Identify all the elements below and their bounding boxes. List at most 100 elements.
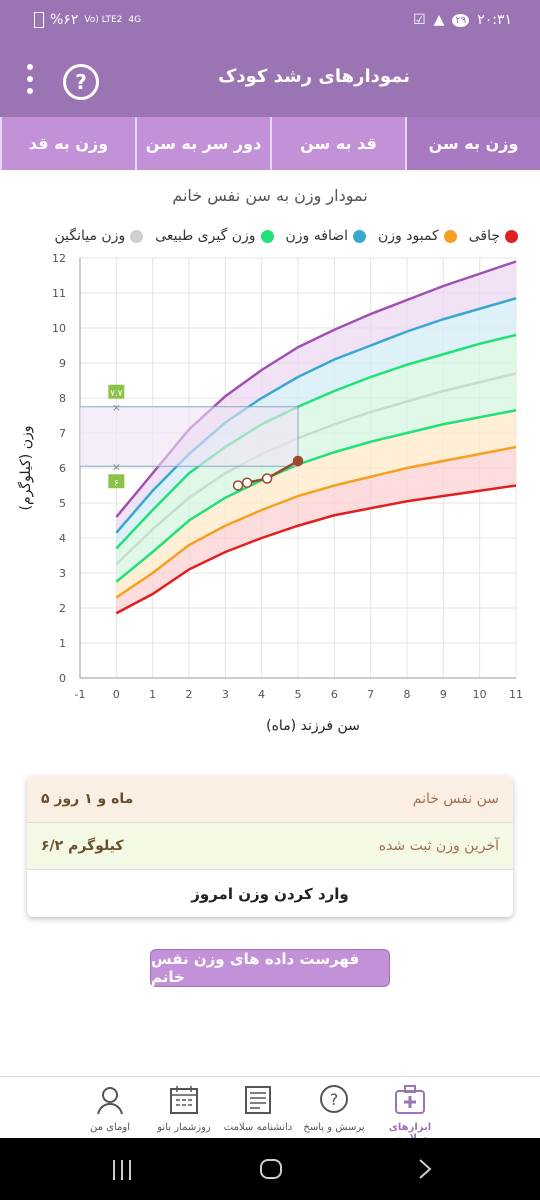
svg-text:?: ? xyxy=(330,1090,339,1109)
weight-list-button[interactable]: فهرست داده های وزن نفس خانم xyxy=(150,949,390,987)
legend-item-average: وزن میانگین xyxy=(54,228,144,244)
age-value: ۵ ماه و ۱ روز xyxy=(41,791,134,807)
weight-label: آخرین وزن ثبت شده xyxy=(378,838,499,854)
child-weight-point xyxy=(261,473,273,484)
child-info-card: سن نفس خانم ۵ ماه و ۱ روز آخرین وزن ثبت … xyxy=(27,776,513,917)
recent-apps-icon[interactable] xyxy=(110,1158,134,1182)
age-label: سن نفس خانم xyxy=(412,791,499,807)
nav-calendar[interactable]: روزشمار بانو xyxy=(144,1083,224,1133)
x-tick-label: 4 xyxy=(258,688,265,701)
home-icon[interactable] xyxy=(258,1156,284,1182)
battery-icon xyxy=(34,12,44,28)
marker-badge xyxy=(108,474,125,489)
nav-label: دانشنامه سلامت xyxy=(223,1122,293,1133)
enter-weight-button[interactable]: وارد کردن وزن امروز xyxy=(191,884,349,903)
bottom-nav: ابزارهای سلامت ? پرسش و پاسخ دانشنامه سل… xyxy=(0,1076,540,1144)
marker-badge xyxy=(108,384,125,399)
weight-value: ۶/۲ کیلوگرم xyxy=(41,838,124,854)
tab-height-age[interactable]: قد به سن xyxy=(270,117,405,170)
x-tick-label: 6 xyxy=(331,688,338,701)
y-tick-label: 4 xyxy=(59,532,66,545)
nav-profile[interactable]: اومای من xyxy=(70,1083,150,1133)
nav-qa[interactable]: ? پرسش و پاسخ xyxy=(294,1083,374,1133)
encyclopedia-icon xyxy=(245,1086,271,1114)
chart-title: نمودار وزن به سن نفس خانم xyxy=(172,186,368,205)
nav-label: روزشمار بانو xyxy=(157,1122,211,1133)
nav-label: اومای من xyxy=(90,1122,130,1133)
app-bar: ? نمودارهای رشد کودک xyxy=(0,44,540,117)
x-tick-label: 9 xyxy=(440,688,447,701)
band-fill xyxy=(116,335,516,565)
status-right: ☑ ▲ ۲۹ ۲۰:۳۱ xyxy=(413,12,512,28)
tab-head-age[interactable]: دور سر به سن xyxy=(135,117,270,170)
tab-weight-height[interactable]: وزن به قد xyxy=(0,117,135,170)
band-fill xyxy=(116,410,516,598)
range-highlight xyxy=(80,406,298,467)
y-tick-label: 10 xyxy=(52,322,66,335)
overflow-menu-icon[interactable] xyxy=(27,64,35,100)
clock: ۲۰:۳۱ xyxy=(477,12,512,28)
x-axis-label: سن فرزند (ماه) xyxy=(266,718,360,734)
page-title: نمودارهای رشد کودک xyxy=(217,66,410,87)
status-bar: %۶۲ Vo) LTE2 4G ☑ ▲ ۲۹ ۲۰:۳۱ xyxy=(0,0,540,44)
help-icon[interactable]: ? xyxy=(63,64,99,100)
tab-bar: وزن به سن قد به سن دور سر به سن وزن به ق… xyxy=(0,117,540,170)
question-bubble-icon: ? xyxy=(320,1085,348,1113)
check-icon: ☑ xyxy=(413,12,426,28)
y-tick-label: 1 xyxy=(59,637,66,650)
marker-badge-label: ۶ xyxy=(114,478,119,488)
series-line xyxy=(115,333,517,550)
profile-icon xyxy=(97,1087,123,1115)
x-tick-label: 7 xyxy=(367,688,374,701)
x-tick-label: 5 xyxy=(295,688,302,701)
y-tick-label: 6 xyxy=(59,462,66,475)
y-tick-label: 9 xyxy=(59,357,66,370)
child-weight-point xyxy=(232,480,244,491)
back-icon[interactable] xyxy=(412,1156,438,1182)
legend-item-normal: وزن گیری طبیعی xyxy=(155,228,274,244)
y-tick-label: 5 xyxy=(59,497,66,510)
y-tick-label: 8 xyxy=(59,392,66,405)
calendar-icon xyxy=(170,1086,198,1114)
y-tick-label: 7 xyxy=(59,427,66,440)
battery-level: %۶۲ xyxy=(50,12,79,28)
system-nav-bar xyxy=(0,1138,540,1200)
band-fill xyxy=(116,298,516,549)
series-line xyxy=(115,445,517,599)
y-tick-label: 0 xyxy=(59,672,66,685)
y-tick-label: 11 xyxy=(52,287,66,300)
network-label: Vo) LTE2 xyxy=(84,15,123,25)
notif-count: ۲۹ xyxy=(452,13,470,27)
nav-health-tools[interactable]: ابزارهای سلامت xyxy=(370,1083,450,1144)
warning-icon: ▲ xyxy=(433,12,445,28)
series-line xyxy=(115,484,517,615)
x-tick-label: 10 xyxy=(473,688,487,701)
legend-item-underweight: کمبود وزن xyxy=(378,228,457,244)
y-tick-label: 12 xyxy=(52,252,66,265)
medical-kit-icon xyxy=(395,1085,425,1114)
x-tick-label: 3 xyxy=(222,688,229,701)
series-line xyxy=(115,372,517,566)
x-tick-label: 1 xyxy=(149,688,156,701)
x-tick-label: -1 xyxy=(75,688,86,701)
child-weight-point xyxy=(292,455,304,467)
nav-encyclopedia[interactable]: دانشنامه سلامت xyxy=(218,1083,298,1133)
band-fill xyxy=(116,447,516,614)
tab-weight-age[interactable]: وزن به سن xyxy=(405,117,540,170)
chart-legend: چاقی کمبود وزن اضافه وزن وزن گیری طبیعی … xyxy=(54,228,518,244)
x-tick-label: 0 xyxy=(113,688,120,701)
y-axis-label: وزن (کیلوگرم) xyxy=(17,426,34,511)
nav-label: پرسش و پاسخ xyxy=(303,1122,365,1133)
band-fill xyxy=(116,261,516,533)
series-line xyxy=(115,409,517,583)
age-row: سن نفس خانم ۵ ماه و ۱ روز xyxy=(27,776,513,823)
child-weight-point xyxy=(241,477,253,488)
status-left: %۶۲ Vo) LTE2 4G xyxy=(34,12,141,28)
weight-row: آخرین وزن ثبت شده ۶/۲ کیلوگرم xyxy=(27,823,513,870)
y-tick-label: 2 xyxy=(59,602,66,615)
y-tick-label: 3 xyxy=(59,567,66,580)
band-fill xyxy=(116,373,516,582)
x-tick-label: 11 xyxy=(509,688,523,701)
marker-x: × xyxy=(112,401,121,414)
